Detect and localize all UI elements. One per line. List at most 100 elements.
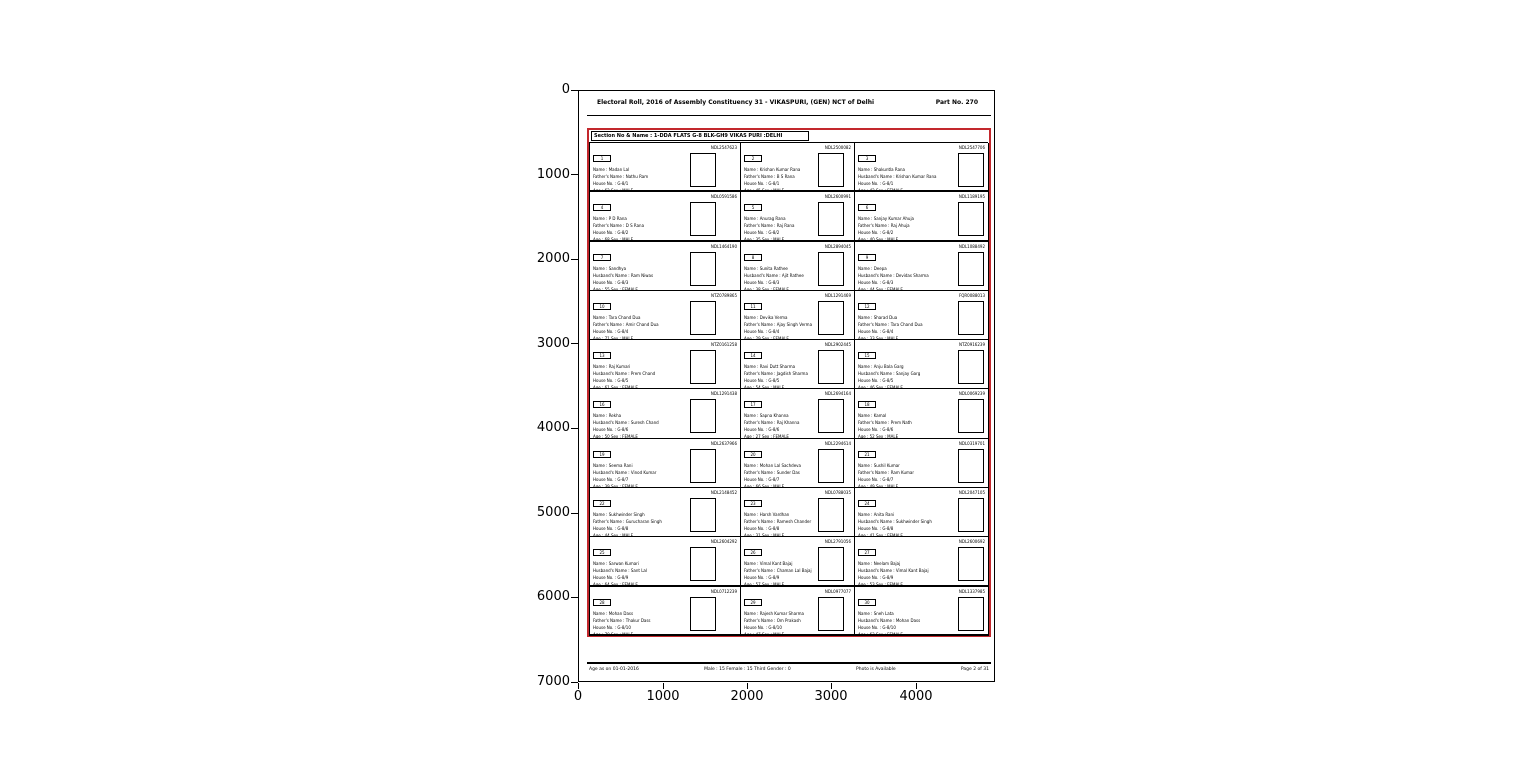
voter-id: NDL1291469	[824, 292, 851, 298]
relation-line: Father's Name : Amir Chand Dua	[593, 321, 659, 327]
tick-mark	[663, 683, 664, 689]
house-line: House No. : G-8/3	[858, 279, 894, 285]
photo-box	[958, 350, 984, 385]
relation-line: Father's Name : Raj Ahuja	[858, 223, 910, 229]
voter-id: NDL2694164	[824, 391, 851, 397]
serial-number: 29	[744, 598, 762, 606]
name-line: Name : Tara Chand Dua	[593, 314, 641, 320]
voter-card: 24 NDL2047105 Name : Anita Rani Husband'…	[855, 488, 989, 538]
name-line: Name : Sanjay Kumar Ahuja	[858, 216, 915, 222]
relation-line: Husband's Name : Sukhwinder Singh	[858, 519, 932, 525]
house-line: House No. : G-8/5	[858, 378, 894, 384]
serial-number: 12	[858, 302, 876, 310]
x-axis-tick-label: 1000	[646, 689, 680, 704]
voter-card: 18 NDL0069239 Name : Kamal Father's Name…	[855, 389, 989, 439]
relation-line: Father's Name : Ram Kumar	[858, 469, 915, 475]
tick-mark	[571, 90, 578, 91]
house-line: House No. : G-8/8	[593, 526, 629, 532]
name-line: Name : Vimal Kant Bajaj	[744, 561, 793, 567]
photo-box	[690, 300, 716, 335]
name-line: Name : Sukhwinder Singh	[593, 512, 645, 518]
name-line: Name : Sandhya	[593, 265, 627, 271]
age-sex-line: Age : 42 Sex : FEMALE	[858, 188, 903, 193]
serial-number: 16	[593, 401, 611, 409]
age-sex-line: Age : 44 Sex : FEMALE	[858, 286, 903, 291]
relation-line: Father's Name : Raj Rana	[744, 223, 795, 229]
section-title: Section No & Name : 1-DDA FLATS G-8 BLK-…	[591, 131, 809, 141]
relation-line: Father's Name : Chaman Lal Bajaj	[744, 568, 812, 574]
photo-box	[690, 350, 716, 385]
house-line: House No. : G-8/3	[593, 279, 629, 285]
house-line: House No. : G-8/6	[593, 427, 629, 433]
photo-box	[690, 153, 716, 187]
name-line: Name : Krishan Kumar Rana	[744, 167, 801, 172]
house-line: House No. : G-8/1	[744, 181, 780, 186]
voter-card: 27 NDL2600692 Name : Neelam Bajaj Husban…	[855, 537, 989, 587]
tick-mark	[571, 597, 578, 598]
voter-card: 12 FQR0088013 Name : Sharad Dua Father's…	[855, 290, 989, 341]
serial-number: 2	[744, 155, 762, 162]
voter-details: Name : Anurag Rana Father's Name : Raj R…	[744, 215, 822, 239]
serial-number: 4	[593, 204, 611, 212]
house-line: House No. : G-8/1	[858, 181, 894, 186]
name-line: Name : Devika Verma	[744, 314, 788, 320]
voter-id: NDL1189195	[958, 194, 985, 200]
name-line: Name : Anurag Rana	[744, 216, 786, 222]
voter-details: Name : Anita Rani Husband's Name : Sukhw…	[858, 511, 950, 538]
voter-id: NDL0788035	[824, 490, 851, 496]
age-sex-line: Age : 31 Sex : MALE	[744, 533, 785, 538]
voter-card: 9 NDL1088492 Name : Deepa Husband's Name…	[855, 241, 989, 291]
relation-line: Father's Name : Sunder Das	[744, 469, 800, 475]
voter-card: 8 NDL2894045 Name : Sunita Rathee Husban…	[741, 241, 855, 291]
voter-card: 15 NTZ0916239 Name : Anju Bala Garg Husb…	[855, 340, 989, 390]
name-line: Name : Neelam Bajaj	[858, 561, 901, 567]
serial-number: 14	[744, 352, 762, 360]
x-axis-tick-label: 0	[573, 689, 583, 704]
serial-number: 19	[593, 450, 611, 458]
name-line: Name : Rajesh Kumar Sharma	[744, 610, 804, 616]
photo-box	[958, 153, 984, 187]
relation-line: Father's Name : B S Rana	[744, 174, 795, 179]
voter-details: Name : Neelam Bajaj Husband's Name : Vim…	[858, 560, 950, 584]
relation-line: Father's Name : Ramesh Chander	[744, 519, 812, 525]
age-sex-line: Age : 39 Sex : FEMALE	[593, 483, 638, 489]
voter-card: 2 NDL2500082 Name : Krishan Kumar Rana F…	[741, 143, 855, 193]
voter-card: 20 NDL2294614 Name : Mohan Lal Sachdeva …	[741, 438, 855, 489]
y-axis-tick-label: 4000	[536, 420, 570, 435]
voter-card: 23 NDL0788035 Name : Harsh Vardhan Fathe…	[741, 488, 855, 538]
relation-line: Father's Name : Jagdish Sharma	[744, 371, 808, 377]
name-line: Name : Sarwan Kumari	[593, 561, 639, 567]
voter-details: Name : P D Rana Father's Name : D S Rana…	[593, 215, 697, 239]
house-line: House No. : G-8/9	[593, 575, 629, 581]
relation-line: Father's Name : Om Prakash	[744, 617, 801, 623]
serial-number: 28	[593, 598, 611, 606]
age-sex-line: Age : 61 Sex : FEMALE	[593, 385, 638, 390]
name-line: Name : Madan Lal	[593, 167, 630, 172]
plot-area: Electoral Roll, 2016 of Assembly Constit…	[578, 90, 995, 682]
voter-details: Name : Mohan Lal Sachdeva Father's Name …	[744, 462, 822, 487]
voter-id: NDL1291438	[710, 391, 737, 397]
voter-id: NTZ0161258	[711, 342, 737, 348]
relation-line: Husband's Name : Mohan Dass	[858, 617, 921, 623]
relation-line: Husband's Name : Krishan Kumar Rana	[858, 174, 937, 179]
age-sex-line: Age : 41 Sex : FEMALE	[858, 533, 903, 538]
voter-details: Name : Raj Kumari Husband's Name : Prem …	[593, 363, 697, 390]
y-axis-tick-label: 1000	[536, 167, 570, 182]
age-sex-line: Age : 70 Sex : MALE	[593, 631, 634, 636]
part-number: Part No. 270	[935, 99, 978, 106]
house-line: House No. : G-8/10	[744, 624, 782, 630]
age-sex-line: Age : 64 Sex : FEMALE	[593, 582, 638, 587]
serial-number: 10	[593, 302, 611, 310]
footer-stats: Male : 15 Female : 15 Third Gender : 0	[704, 667, 791, 672]
photo-box	[818, 547, 844, 582]
house-line: House No. : G-8/7	[858, 476, 894, 482]
voter-details: Name : Harsh Vardhan Father's Name : Ram…	[744, 511, 822, 538]
photo-box	[818, 498, 844, 533]
name-line: Name : Anju Bala Garg	[858, 364, 904, 370]
voter-id: NDL0591586	[710, 194, 737, 200]
age-sex-line: Age : 50 Sex : FEMALE	[593, 434, 638, 439]
age-sex-line: Age : 71 Sex : MALE	[593, 335, 634, 341]
serial-number: 26	[744, 549, 762, 557]
voter-id: NDL1088492	[958, 243, 985, 249]
voter-id: NDL2604292	[710, 539, 737, 545]
